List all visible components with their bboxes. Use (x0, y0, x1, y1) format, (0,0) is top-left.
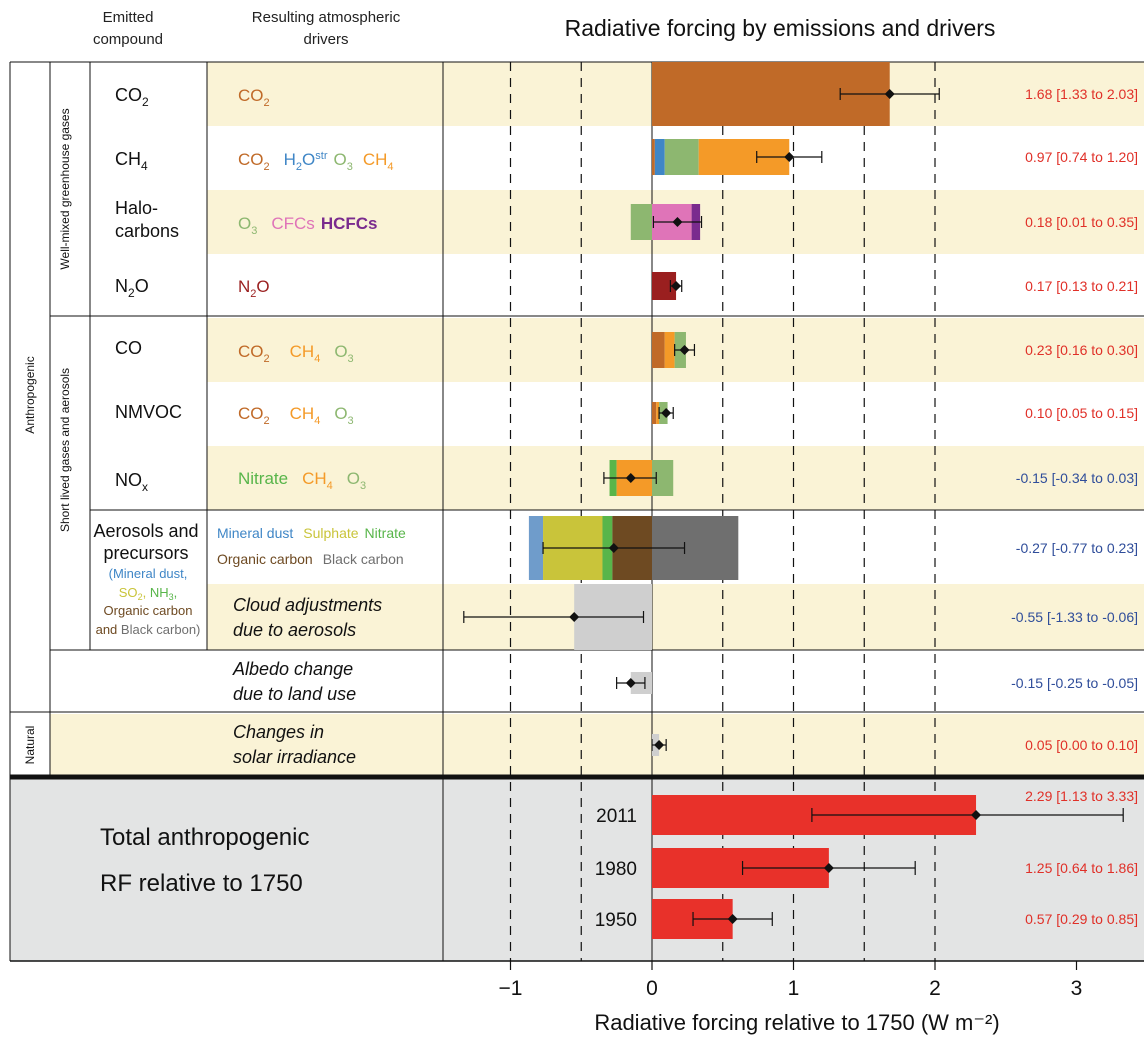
err-total-1980-best-marker (823, 863, 834, 873)
compound-halo-2: carbons (115, 221, 179, 241)
driver-solar-1: Changes in (233, 722, 324, 742)
err-total-2011-best-marker (971, 810, 982, 820)
value-label-row10: 0.05 [0.00 to 0.10] (1025, 737, 1138, 753)
bar-row7-seg0 (528, 516, 544, 580)
compound-detail-4: and Black carbon) (96, 622, 201, 637)
err-row10-best-marker (654, 740, 665, 750)
err-row9-best-marker (625, 678, 636, 688)
total-label-1: Total anthropogenic (100, 824, 309, 851)
chart-title: Radiative forcing by emissions and drive… (565, 15, 996, 41)
bar-row4-seg0 (652, 332, 665, 368)
value-label-total-1980: 1.25 [0.64 to 1.86] (1025, 860, 1138, 876)
year-label-1980: 1980 (595, 859, 637, 880)
band-nox (207, 446, 1144, 510)
value-label-row3: 0.17 [0.13 to 0.21] (1025, 278, 1138, 294)
value-label-row1: 0.97 [0.74 to 1.20] (1025, 149, 1138, 165)
value-label-total-2011: 2.29 [1.13 to 3.33] (1025, 788, 1138, 804)
value-label-total-1950: 0.57 [0.29 to 0.85] (1025, 911, 1138, 927)
value-label-row6: -0.15 [-0.34 to 0.03] (1016, 470, 1138, 486)
driver-cloud-2: due to aerosols (233, 620, 356, 640)
x-tick-label-4: 3 (1071, 977, 1083, 1000)
driver-n2o: N2O (238, 277, 270, 300)
compound-co: CO (115, 338, 142, 358)
compound-detail-1: (Mineral dust, (109, 566, 188, 581)
compound-nox: NOx (115, 470, 148, 494)
value-label-row8: -0.55 [-1.33 to -0.06] (1011, 609, 1138, 625)
x-tick-label-1: 0 (646, 977, 658, 1000)
driver-halo-row: O3 CFCs HCFCs (238, 214, 377, 237)
driver-albedo-2: due to land use (233, 684, 356, 704)
compound-detail-2: SO2, NH3, (119, 585, 177, 602)
driver-labels: CO2 CO2 H2Ostr O3 CH4 O3 CFCs HCFCs N2O CO2 CH… (217, 86, 406, 767)
compound-co2: CO2 (115, 85, 149, 109)
err-row3-best-marker (671, 281, 682, 291)
bar-row1-seg0 (652, 139, 655, 175)
driver-albedo-1: Albedo change (232, 659, 353, 679)
compound-precursors: precursors (103, 543, 188, 563)
bar-row6-seg2 (652, 460, 674, 496)
err-row5-best-marker (661, 408, 672, 418)
driver-nmvoc-row: CO2 CH4 O3 (238, 404, 354, 427)
bar-row5-seg0 (652, 402, 657, 424)
value-label-row9: -0.15 [-0.25 to -0.05] (1011, 675, 1138, 691)
driver-aerosol-line2: Organic carbon Black carbon (217, 551, 404, 567)
driver-nox-row: Nitrate CH4 O3 (238, 469, 366, 492)
err-row8-best-marker (569, 612, 580, 622)
err-row2-best-marker (672, 217, 683, 227)
header-resulting: Resulting atmospheric (252, 9, 401, 26)
table-borders (9, 61, 1144, 962)
year-label-2011: 2011 (596, 806, 637, 827)
compound-nmvoc: NMVOC (115, 402, 182, 422)
bar-row2-seg0 (630, 204, 652, 240)
header-drivers: drivers (303, 31, 348, 48)
driver-cloud-1: Cloud adjustments (233, 595, 382, 615)
bar-row4-seg1 (664, 332, 675, 368)
compound-n2o: N2O (115, 276, 149, 300)
compound-halo: Halo- (115, 198, 158, 218)
x-tick-label-2: 1 (788, 977, 800, 1000)
value-label-row7: -0.27 [-0.77 to 0.23] (1016, 540, 1138, 556)
total-years: 2011 1980 1950 (595, 806, 637, 931)
x-tick-label-3: 2 (929, 977, 941, 1000)
err-row0-best-marker (884, 89, 895, 99)
value-label-row4: 0.23 [0.16 to 0.30] (1025, 342, 1138, 358)
total-label-2: RF relative to 1750 (100, 870, 303, 897)
band-cloud (207, 584, 1144, 650)
compound-aerosols: Aerosols and (93, 521, 198, 541)
group-natural: Natural (23, 726, 37, 765)
driver-solar-2: solar irradiance (233, 747, 356, 767)
x-axis: −1 0 1 2 3 (499, 961, 1083, 1000)
err-row4-best-marker (679, 345, 690, 355)
bar-row5-seg1 (656, 402, 660, 424)
value-labels: 1.68 [1.33 to 2.03] 0.97 [0.74 to 1.20] 0.… (1011, 86, 1138, 927)
driver-co2: CO2 (238, 86, 270, 109)
year-label-1950: 1950 (595, 910, 637, 931)
value-label-row0: 1.68 [1.33 to 2.03] (1025, 86, 1138, 102)
value-label-row5: 0.10 [0.05 to 0.15] (1025, 405, 1138, 421)
group-anthropogenic: Anthropogenic (23, 356, 37, 433)
compound-detail-3: Organic carbon (104, 603, 193, 618)
value-label-row2: 0.18 [0.01 to 0.35] (1025, 214, 1138, 230)
uncertainty-bars (463, 88, 1124, 926)
err-row6-best-marker (625, 473, 636, 483)
compound-ch4: CH4 (115, 149, 148, 173)
err-total-1950-best-marker (727, 914, 738, 924)
header-compound: compound (93, 31, 163, 48)
err-row7-best-marker (608, 543, 619, 553)
driver-aerosol-line1: Mineral dust Sulphate Nitrate (217, 525, 406, 541)
header-emitted: Emitted (103, 9, 154, 26)
driver-ch4-row: CO2 H2Ostr O3 CH4 (238, 150, 394, 173)
group-wmghg: Well-mixed greenhouse gases (58, 108, 72, 269)
band-natural (50, 714, 1144, 776)
group-short-lived: Short lived gases and aerosols (58, 368, 72, 532)
compound-labels: CO2 CH4 Halo- carbons N2O CO NMVOC NOx A… (93, 85, 200, 637)
bar-row1-seg2 (664, 139, 699, 175)
bar-row1-seg1 (654, 139, 665, 175)
driver-co-row: CO2 CH4 O3 (238, 342, 354, 365)
x-tick-label-0: −1 (499, 977, 523, 1000)
err-row1-best-marker (784, 152, 795, 162)
x-axis-label: Radiative forcing relative to 1750 (W m⁻… (594, 1010, 999, 1035)
